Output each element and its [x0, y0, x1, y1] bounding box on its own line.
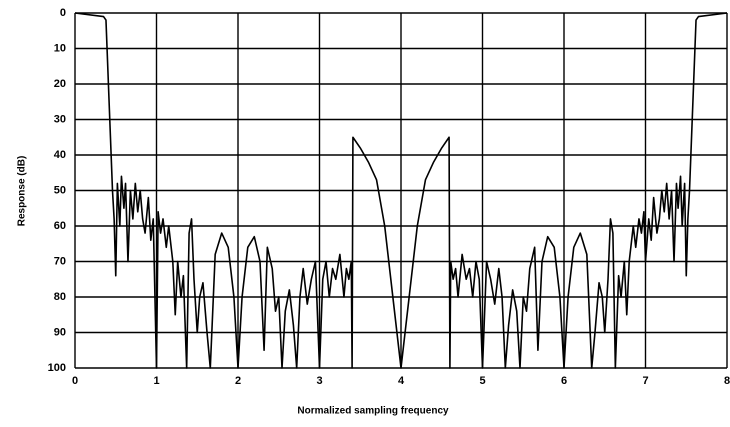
y-tick-label: 0	[60, 7, 66, 19]
x-tick-label: 7	[642, 375, 648, 387]
x-tick-label: 5	[479, 375, 485, 387]
x-axis-label: Normalized sampling frequency	[297, 406, 449, 417]
y-tick-label: 70	[54, 255, 66, 267]
x-tick-label: 1	[153, 375, 159, 387]
x-tick-label: 2	[235, 375, 241, 387]
x-tick-label: 3	[316, 375, 322, 387]
y-tick-label: 60	[54, 220, 66, 232]
y-tick-label: 90	[54, 326, 66, 338]
y-tick-label: 50	[54, 184, 66, 196]
y-tick-label: 30	[54, 113, 66, 125]
y-tick-label: 100	[48, 362, 66, 374]
x-tick-label: 4	[398, 375, 405, 387]
x-tick-label: 8	[724, 375, 730, 387]
y-tick-label: 80	[54, 291, 66, 303]
y-tick-label: 10	[54, 42, 66, 54]
y-tick-label: 40	[54, 149, 66, 161]
x-tick-label: 6	[561, 375, 567, 387]
y-tick-label: 20	[54, 78, 66, 90]
y-axis-label: Response (dB)	[17, 156, 28, 227]
x-tick-label: 0	[72, 375, 78, 387]
response-line	[74, 12, 728, 369]
